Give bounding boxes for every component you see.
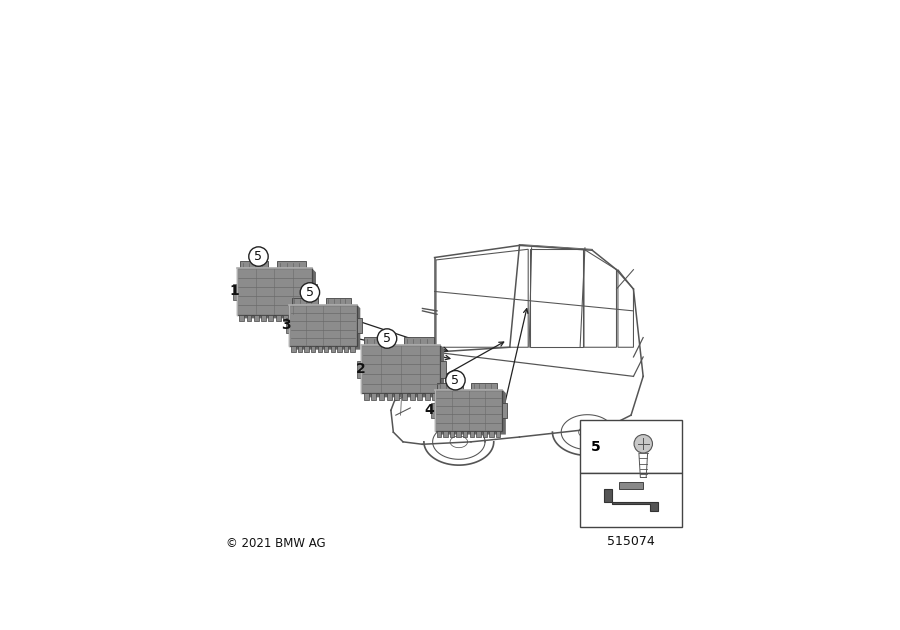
Bar	[502, 403, 507, 418]
Bar	[437, 383, 464, 389]
Bar	[444, 431, 448, 437]
Bar	[268, 314, 274, 321]
Text: 5: 5	[590, 440, 600, 454]
Polygon shape	[365, 345, 445, 398]
Text: © 2021 BMW AG: © 2021 BMW AG	[226, 537, 326, 550]
Bar	[418, 393, 422, 400]
Bar	[379, 393, 384, 400]
Bar	[357, 361, 361, 378]
Bar	[431, 403, 435, 418]
Text: 1: 1	[230, 285, 239, 299]
Bar	[436, 431, 441, 437]
Bar	[261, 314, 266, 321]
Bar	[410, 393, 415, 400]
Bar	[435, 389, 502, 431]
Bar	[440, 361, 445, 378]
Polygon shape	[241, 268, 316, 318]
Bar	[361, 345, 440, 393]
Bar	[472, 383, 497, 389]
Bar	[283, 314, 288, 321]
Bar	[425, 393, 430, 400]
Text: 2: 2	[356, 362, 365, 376]
Text: 5: 5	[383, 332, 391, 345]
Bar	[305, 314, 310, 321]
Bar	[364, 337, 394, 345]
Bar	[277, 261, 306, 268]
Bar	[254, 314, 258, 321]
Text: 515074: 515074	[608, 536, 655, 549]
Bar	[330, 346, 335, 352]
Bar	[464, 431, 467, 437]
Circle shape	[446, 370, 465, 390]
Circle shape	[634, 435, 652, 453]
Bar	[289, 305, 356, 346]
Bar	[286, 318, 289, 333]
Bar	[450, 431, 454, 437]
Bar	[580, 473, 682, 527]
Bar	[292, 346, 296, 352]
Bar	[275, 314, 281, 321]
Bar	[476, 431, 481, 437]
Circle shape	[377, 329, 397, 348]
Bar	[324, 346, 328, 352]
Polygon shape	[292, 305, 360, 350]
Bar	[402, 393, 407, 400]
Bar	[456, 431, 461, 437]
Bar	[318, 346, 322, 352]
Bar	[496, 431, 500, 437]
Bar	[580, 420, 682, 473]
Circle shape	[248, 247, 268, 266]
Bar	[298, 314, 302, 321]
Bar	[290, 314, 295, 321]
Bar	[372, 393, 376, 400]
Bar	[404, 337, 434, 345]
Bar	[338, 346, 342, 352]
Circle shape	[301, 283, 320, 302]
Text: 3: 3	[281, 318, 291, 333]
Bar	[240, 261, 268, 268]
Bar	[326, 298, 351, 305]
Bar	[312, 284, 318, 300]
Bar	[490, 431, 494, 437]
Bar	[304, 346, 309, 352]
Bar	[394, 393, 400, 400]
Bar	[432, 393, 437, 400]
Bar	[298, 346, 302, 352]
Bar	[470, 431, 474, 437]
Bar	[482, 431, 487, 437]
Bar	[233, 284, 237, 300]
Bar	[387, 393, 392, 400]
Polygon shape	[619, 481, 644, 490]
Text: 5: 5	[452, 374, 459, 387]
Bar	[239, 314, 244, 321]
Text: 4: 4	[425, 403, 435, 417]
Polygon shape	[438, 389, 506, 435]
Bar	[292, 298, 318, 305]
Bar	[247, 314, 251, 321]
Bar	[311, 346, 315, 352]
Bar	[344, 346, 348, 352]
Text: 5: 5	[255, 250, 263, 263]
Bar	[350, 346, 355, 352]
Bar	[237, 268, 312, 314]
Text: 5: 5	[306, 286, 314, 299]
Bar	[364, 393, 369, 400]
Polygon shape	[605, 490, 658, 511]
Bar	[356, 318, 362, 333]
